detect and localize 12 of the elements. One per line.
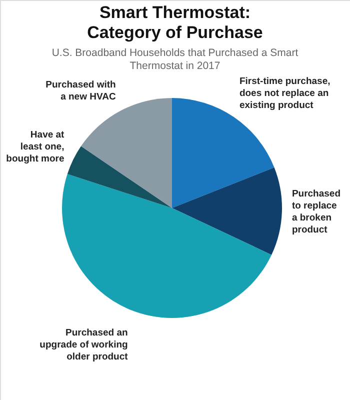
slice-label: Purchased with a new HVAC: [46, 79, 116, 102]
pie-slice: [67, 146, 172, 208]
slice-label: First-time purchase, does not replace an existing product: [239, 76, 330, 111]
chart-title: Smart Thermostat: Category of Purchase: [87, 3, 263, 42]
pie-slice: [172, 98, 274, 208]
pie-slice: [62, 174, 272, 318]
pie-slice: [172, 168, 282, 255]
slice-label: Purchased to replace a broken product: [292, 188, 341, 236]
pie-slice: [81, 98, 172, 208]
slice-label: Have at least one, bought more: [6, 129, 66, 164]
chart-subtitle: U.S. Broadband Households that Purchased a Smart Thermostat in 2017: [52, 47, 298, 72]
slice-label: Purchased an upgrade of working older product: [40, 328, 129, 363]
